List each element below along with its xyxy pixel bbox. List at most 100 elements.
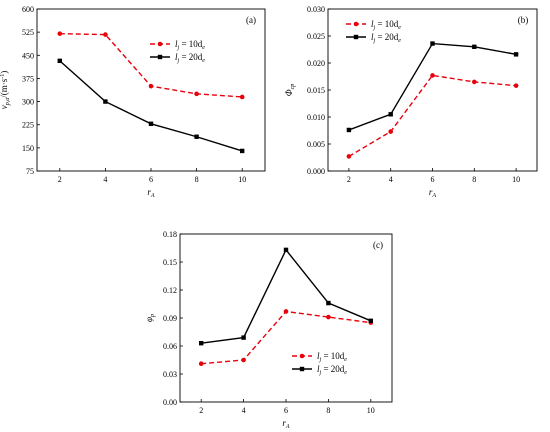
data-point xyxy=(346,127,352,133)
legend-marker xyxy=(157,41,163,47)
y-tick-label: 0.18 xyxy=(163,230,177,239)
y-tick-label: 525 xyxy=(22,28,34,37)
chart-panel-2: 2 4 6 8 10 0.000 0.005 0.010 0.015 0.020 0.025 0.03… xyxy=(284,5,538,199)
y-tick-label: 150 xyxy=(22,144,34,153)
y-tick-label: 0.015 xyxy=(307,86,325,95)
data-point xyxy=(199,341,204,346)
x-tick-label: 8 xyxy=(472,175,476,184)
y-tick-label: 75 xyxy=(26,167,34,176)
x-tick-label: 8 xyxy=(326,406,330,415)
y-tick-label: 0.030 xyxy=(307,5,325,14)
x-tick-label: 4 xyxy=(389,175,393,184)
data-point xyxy=(346,154,352,159)
x-axis-label: rA xyxy=(147,187,155,199)
data-point xyxy=(513,83,519,88)
x-tick-label: 2 xyxy=(199,406,203,415)
y-tick-label: 375 xyxy=(22,74,34,83)
data-point xyxy=(57,31,63,36)
data-point xyxy=(241,335,246,340)
x-tick-label: 6 xyxy=(284,406,288,415)
x-tick-label: 6 xyxy=(149,175,153,184)
data-point xyxy=(240,148,245,154)
data-point xyxy=(194,134,199,139)
data-point xyxy=(430,41,435,46)
y-tick-label: 0.005 xyxy=(307,140,325,149)
data-point xyxy=(239,94,245,100)
legend-marker xyxy=(299,366,305,372)
panel-label: (c) xyxy=(373,240,383,250)
data-point xyxy=(388,112,393,117)
panel-label: (a) xyxy=(246,15,256,25)
data-point xyxy=(430,73,435,78)
y-tick-label: 600 xyxy=(22,5,34,14)
data-point xyxy=(241,357,246,363)
data-point xyxy=(148,83,154,89)
chart-panel-1: 2 4 6 8 10 75 150 225 300 375 450 525 600 rA vp,a/(m·s… xyxy=(0,5,266,199)
legend-marker xyxy=(157,54,163,60)
data-point xyxy=(194,91,199,97)
x-tick-label: 2 xyxy=(347,175,351,184)
chart-panel-3: 2 4 6 8 10 0.00 0.03 0.06 0.09 0.12 0.15 0.18 rA φp (c… xyxy=(144,230,393,430)
y-tick-label: 0.12 xyxy=(163,286,177,295)
data-point xyxy=(388,129,394,134)
x-tick-label: 10 xyxy=(238,175,246,184)
series-line-2 xyxy=(348,42,517,131)
x-tick-label: 2 xyxy=(58,175,62,184)
legend-label: lj = 10de xyxy=(317,351,347,363)
data-point xyxy=(283,309,289,314)
data-point xyxy=(368,318,373,323)
y-tick-label: 0.15 xyxy=(163,258,177,267)
y-axis-label: φp xyxy=(144,314,156,322)
series-line-2 xyxy=(201,248,372,344)
x-axis-label: rA xyxy=(282,418,290,430)
data-point xyxy=(148,121,154,126)
y-tick-label: 450 xyxy=(22,51,34,60)
legend-marker xyxy=(353,21,359,27)
data-point xyxy=(103,32,108,37)
y-axis-label: Φcp xyxy=(284,84,296,97)
data-point xyxy=(57,58,62,64)
data-point xyxy=(472,79,477,85)
legend-label: lj = 20de xyxy=(371,32,401,44)
y-axis-label: vp,a/(m·s-1) xyxy=(0,71,11,110)
legend-label: lj = 10de xyxy=(175,39,205,51)
plot-frame xyxy=(179,233,393,403)
data-point xyxy=(472,44,477,49)
legend-marker xyxy=(299,353,305,359)
y-tick-label: 0.020 xyxy=(307,59,325,68)
legend-label: lj = 10de xyxy=(371,19,401,31)
x-tick-label: 8 xyxy=(195,175,199,184)
series-line-2 xyxy=(59,60,243,152)
y-tick-label: 0.010 xyxy=(307,113,325,122)
y-tick-label: 0.06 xyxy=(163,342,177,351)
x-axis-label: rA xyxy=(429,187,437,199)
data-point xyxy=(326,300,331,306)
series-line-1 xyxy=(201,310,371,365)
y-tick-label: 300 xyxy=(22,98,34,107)
x-tick-label: 6 xyxy=(431,175,435,184)
data-point xyxy=(103,99,108,104)
data-point xyxy=(198,361,204,367)
y-tick-label: 0.00 xyxy=(163,398,177,407)
legend-label: lj = 20de xyxy=(175,52,205,64)
plot-frame xyxy=(327,8,538,172)
y-tick-label: 0.000 xyxy=(307,167,325,176)
x-tick-label: 10 xyxy=(512,175,520,184)
x-tick-label: 4 xyxy=(103,175,107,184)
data-point xyxy=(513,52,519,57)
series-line-1 xyxy=(348,74,517,158)
panel-label: (b) xyxy=(518,15,529,25)
y-tick-label: 0.03 xyxy=(163,370,177,379)
data-point xyxy=(283,247,289,253)
data-point xyxy=(326,314,331,320)
y-tick-label: 0.09 xyxy=(163,314,177,323)
legend-label: lj = 20de xyxy=(317,364,347,376)
x-tick-label: 10 xyxy=(367,406,375,415)
y-tick-label: 225 xyxy=(22,121,34,130)
x-tick-label: 4 xyxy=(242,406,246,415)
y-tick-label: 0.025 xyxy=(307,32,325,41)
